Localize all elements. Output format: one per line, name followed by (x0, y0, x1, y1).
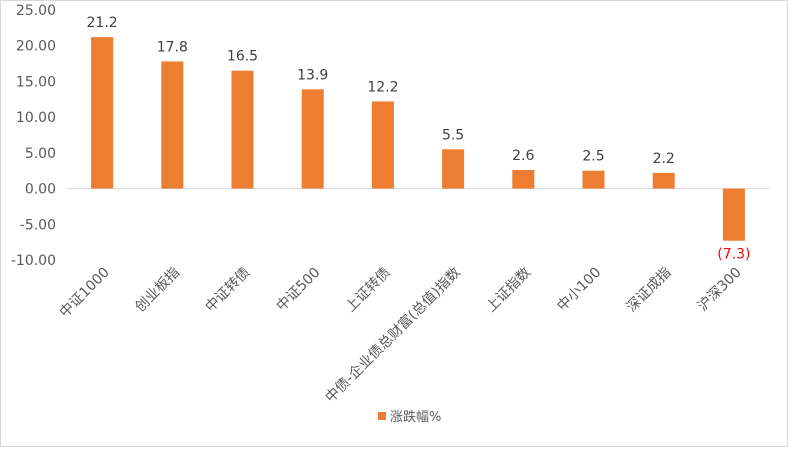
x-category-label: 上证转债 (343, 265, 394, 316)
data-label: 2.6 (512, 148, 534, 164)
bar (301, 89, 324, 189)
x-category-label: 中证500 (274, 265, 324, 315)
data-label: 5.5 (442, 127, 464, 143)
data-label: (7.3) (717, 247, 750, 263)
data-label: 16.5 (227, 49, 258, 65)
x-category-label: 上证指数 (483, 265, 534, 316)
legend-swatch (378, 412, 386, 420)
x-category-label: 中小100 (554, 265, 604, 315)
bar (512, 170, 535, 189)
data-label: 17.8 (157, 39, 188, 55)
bar (652, 172, 675, 189)
bar (722, 188, 745, 241)
y-tick-label: 0.00 (25, 182, 56, 198)
y-tick-label: -5.00 (20, 217, 56, 233)
data-label: 21.2 (87, 15, 118, 31)
y-tick-label: 15.00 (16, 74, 56, 90)
x-category-label: 中债-企业债总财富(总值)指数 (322, 264, 464, 406)
bar (442, 149, 465, 189)
x-category-label: 中证1000 (57, 265, 113, 321)
y-tick-label: -10.00 (11, 253, 56, 269)
y-tick-label: 25.00 (16, 3, 56, 19)
y-tick-label: 20.00 (16, 39, 56, 55)
data-label: 13.9 (297, 67, 328, 83)
x-category-label: 深证成指 (624, 265, 675, 316)
bar (582, 170, 605, 189)
y-tick-label: 5.00 (25, 146, 56, 162)
bar (371, 101, 394, 189)
bar (231, 70, 254, 189)
x-category-label: 创业板指 (132, 265, 183, 316)
x-category-label: 沪深300 (695, 265, 745, 315)
data-label: 2.5 (582, 149, 604, 165)
bar (161, 61, 184, 189)
legend-label: 涨跌幅% (390, 409, 441, 425)
x-category-label: 中证转债 (202, 265, 253, 316)
y-tick-label: 10.00 (16, 110, 56, 126)
data-label: 12.2 (367, 79, 398, 95)
bar (91, 37, 114, 189)
data-label: 2.2 (653, 151, 675, 167)
